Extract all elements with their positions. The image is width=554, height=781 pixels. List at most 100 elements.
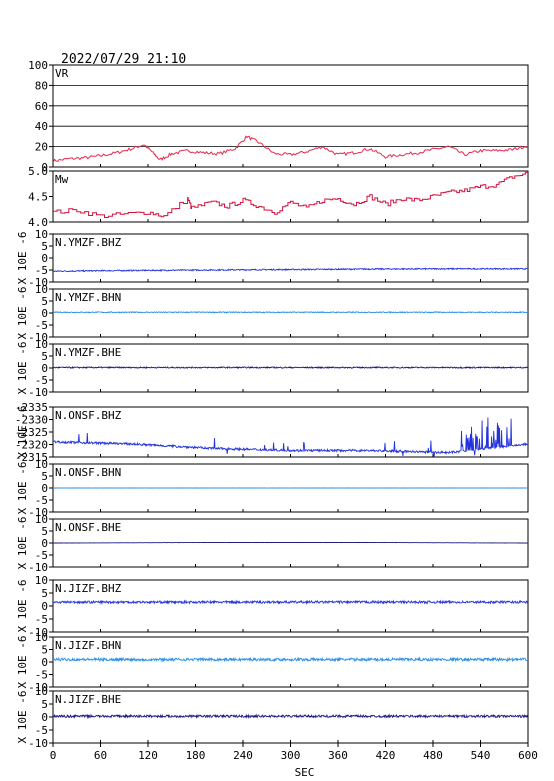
y-axis-label: X 10E -6 xyxy=(16,636,29,689)
y-tick-label: 10 xyxy=(35,338,48,351)
panel-label: N.JIZF.BHE xyxy=(55,693,121,706)
waveform-trace xyxy=(53,713,528,720)
y-tick-label: -5 xyxy=(35,669,48,682)
y-tick-label: -2320 xyxy=(15,439,48,452)
y-tick-label: 10 xyxy=(35,574,48,587)
y-tick-label: 5 xyxy=(41,698,48,711)
panel-label: N.ONSF.BHN xyxy=(55,466,121,479)
y-tick-label: 10 xyxy=(35,631,48,644)
panel-label: N.YMZF.BHN xyxy=(55,291,121,304)
y-tick-label: 5 xyxy=(41,587,48,600)
waveform-trace xyxy=(53,311,528,314)
y-tick-label: 0 xyxy=(41,537,48,550)
y-tick-label: -10 xyxy=(28,561,48,574)
y-axis-label: X 10E -6 xyxy=(16,342,29,395)
panel-label: N.JIZF.BHZ xyxy=(55,582,122,595)
y-axis-label: X 10E -6 xyxy=(16,517,29,570)
y-axis-label: X 10E -6 xyxy=(16,691,29,744)
y-tick-label: 5 xyxy=(41,350,48,363)
y-tick-label: 0 xyxy=(41,307,48,320)
panel-label: N.JIZF.BHN xyxy=(55,639,121,652)
vr-series-line xyxy=(53,135,528,163)
y-tick-label: 10 xyxy=(35,685,48,698)
chart-title: 2022/07/29 21:10 xyxy=(61,52,186,67)
x-tick-label: 120 xyxy=(138,749,158,762)
y-axis-label: X 10E -6 xyxy=(16,287,29,340)
y-tick-label: -2330 xyxy=(15,414,48,427)
y-tick-label: -10 xyxy=(28,506,48,519)
y-tick-label: 5 xyxy=(41,295,48,308)
y-tick-label: 20 xyxy=(35,141,48,154)
y-tick-label: 0 xyxy=(41,252,48,265)
panel-mw: 4.0 4.5 5.0 Mw xyxy=(28,165,529,229)
y-tick-label: -10 xyxy=(28,386,48,399)
panel-data xyxy=(53,541,528,544)
x-tick-label: 60 xyxy=(94,749,107,762)
y-tick-label: -2335 xyxy=(15,401,48,414)
y-axis-label: X 10E -6 xyxy=(16,580,29,633)
y-axis-label: X 10E -6 xyxy=(16,406,29,459)
y-axis-label: X 10E -6 xyxy=(16,462,29,515)
panel-data xyxy=(53,656,528,663)
y-tick-label: 5 xyxy=(41,644,48,657)
y-tick-label: -5 xyxy=(35,613,48,626)
y-tick-label: 0 xyxy=(41,161,48,174)
panel-frame xyxy=(52,579,529,633)
waveform-trace xyxy=(53,599,528,606)
chart-panels: 020406080100VR4.04.55.0Mw-10-50510N.YMZF… xyxy=(15,59,529,750)
y-tick-label: 80 xyxy=(35,79,48,92)
y-tick-label: 5 xyxy=(41,240,48,253)
y-tick-label: 10 xyxy=(35,283,48,296)
y-tick-label: 60 xyxy=(35,100,48,113)
x-tick-label: 240 xyxy=(233,749,253,762)
x-axis: 0 60 120 180 240 300 360 420 480 540 600 SEC xyxy=(50,743,538,779)
waveform-trace xyxy=(53,417,528,457)
y-axis-label: X 10E -6 xyxy=(16,232,29,285)
panel-vr: 0 20 40 60 80 100 VR xyxy=(28,59,529,174)
panel-label: N.YMZF.BHE xyxy=(55,346,121,359)
y-tick-label: -2315 xyxy=(15,451,48,464)
y-tick-label: -10 xyxy=(28,681,48,694)
y-tick-label: -10 xyxy=(28,276,48,289)
panel-frame xyxy=(52,64,529,168)
y-tick-label: 5 xyxy=(41,525,48,538)
panel-frame xyxy=(52,406,529,458)
panel-data xyxy=(53,417,528,457)
waveform-trace xyxy=(53,267,528,273)
panel-data xyxy=(53,311,528,314)
panel-label: VR xyxy=(55,67,69,80)
y-tick-label: 4.0 xyxy=(28,216,48,229)
y-tick-label: 40 xyxy=(35,120,48,133)
y-tick-label: -5 xyxy=(35,724,48,737)
panel-data xyxy=(53,599,528,606)
y-tick-label: -5 xyxy=(35,494,48,507)
panel-n-onsf-bhz: -2315-2320-2325-2330-2335 N.ONSF.BHZ X 10E… xyxy=(15,401,529,464)
y-tick-label: 10 xyxy=(35,458,48,471)
y-tick-label: 5 xyxy=(41,470,48,483)
y-tick-label: 10 xyxy=(35,228,48,241)
panel-data xyxy=(53,365,528,370)
y-tick-label: 0 xyxy=(41,600,48,613)
y-tick-label: 100 xyxy=(28,59,48,72)
panel-label: Mw xyxy=(55,173,69,186)
y-tick-label: 10 xyxy=(35,513,48,526)
x-tick-label: 180 xyxy=(186,749,206,762)
y-tick-label: -10 xyxy=(28,331,48,344)
mw-series-step xyxy=(53,171,528,218)
panel-label: N.YMZF.BHZ xyxy=(55,236,122,249)
y-tick-label: -5 xyxy=(35,374,48,387)
panel-data xyxy=(53,135,528,163)
y-tick-label: -10 xyxy=(28,737,48,750)
panel-label: N.ONSF.BHE xyxy=(55,521,121,534)
panel-frame xyxy=(52,636,529,688)
x-tick-label: 0 xyxy=(50,749,57,762)
waveform-trace xyxy=(53,365,528,370)
y-tick-label: 0 xyxy=(41,362,48,375)
panel-data xyxy=(53,171,528,218)
